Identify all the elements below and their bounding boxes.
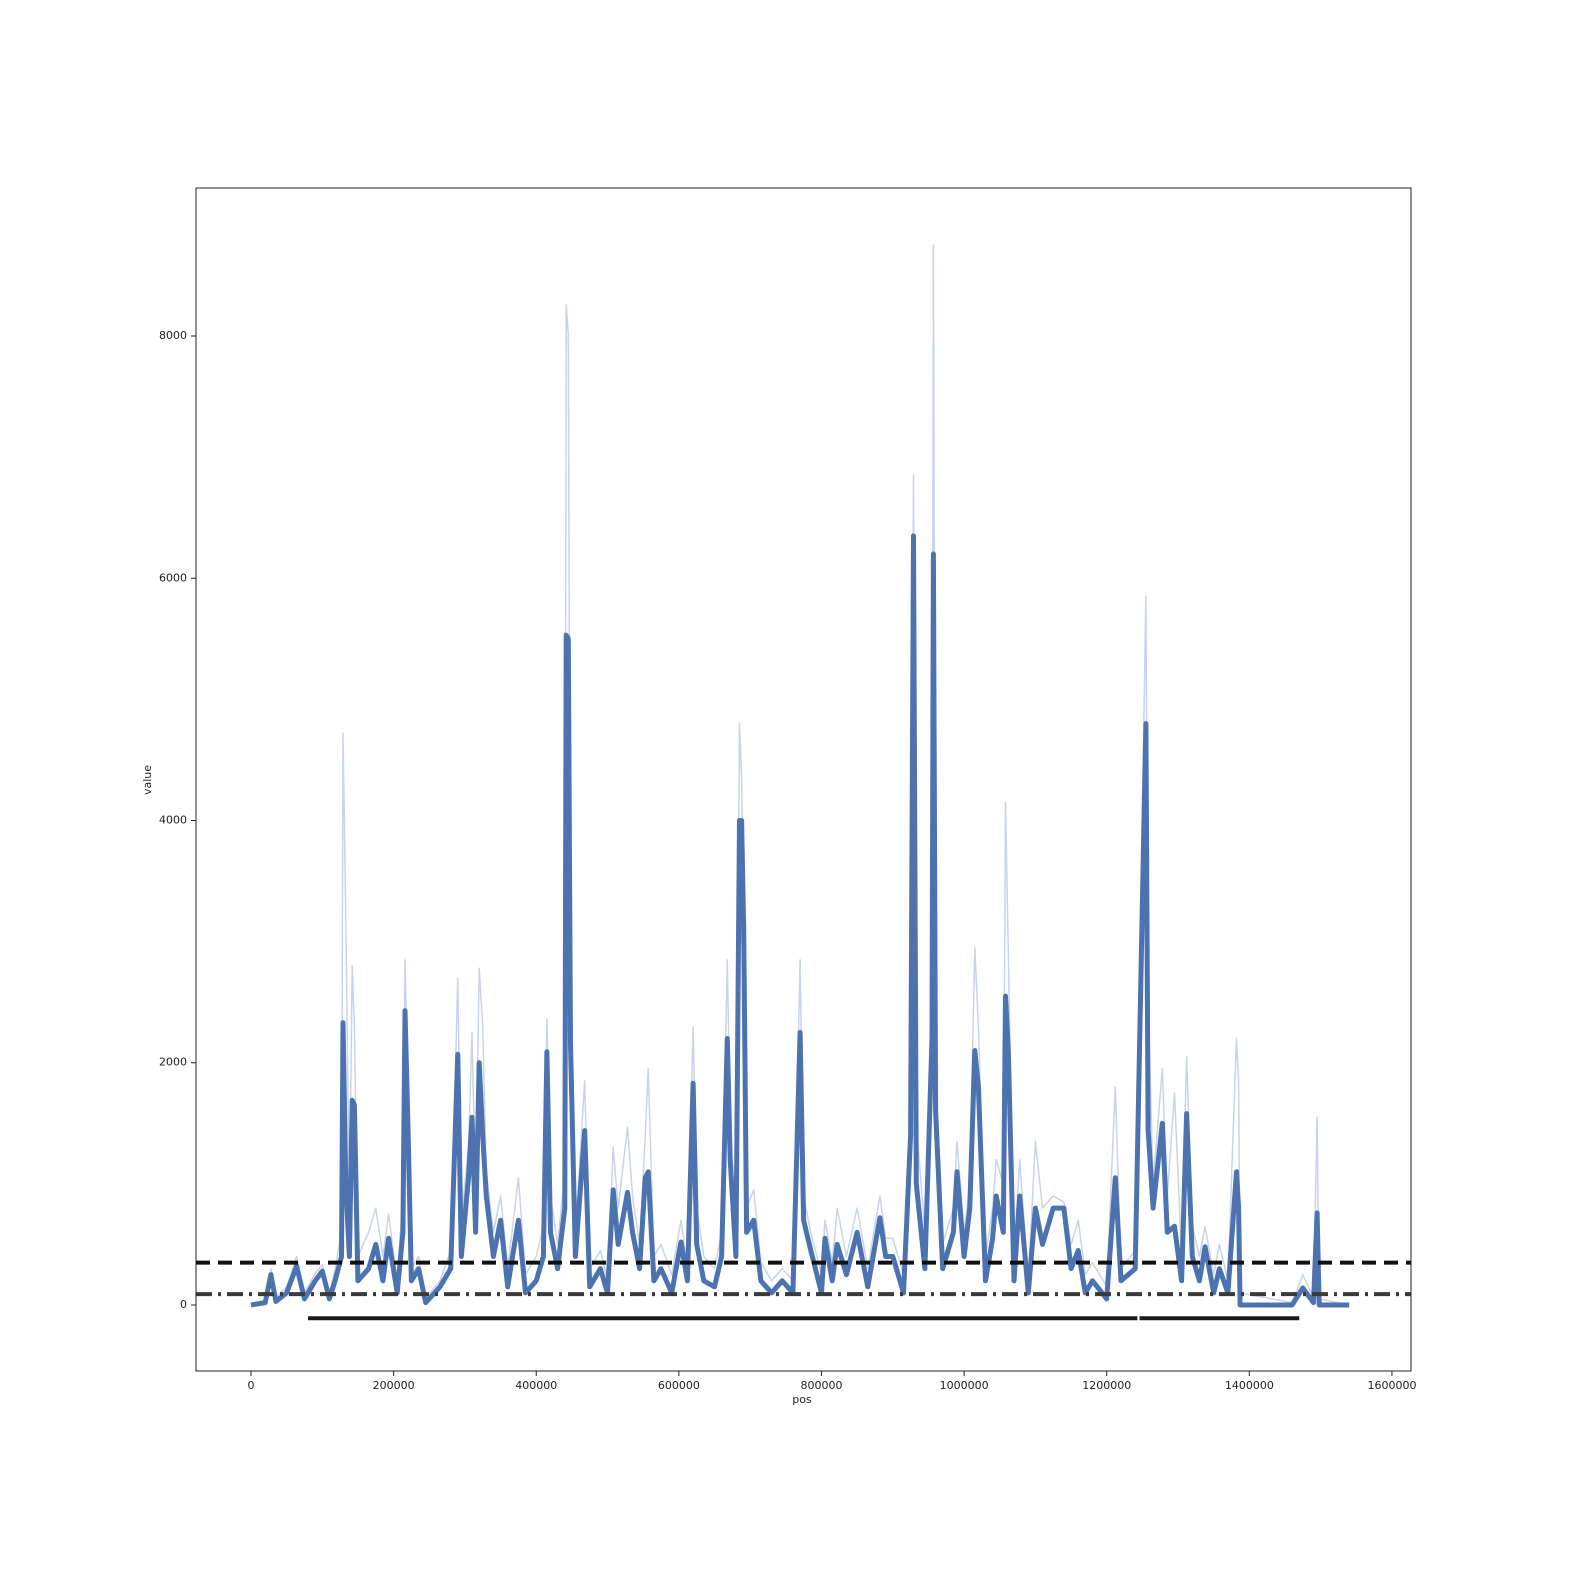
plot-frame (195, 187, 1412, 1372)
x-tick-label: 1200000 (1082, 1379, 1131, 1392)
x-tick-label: 600000 (658, 1379, 700, 1392)
y-axis-label: value (141, 765, 154, 795)
y-tick-label: 8000 (159, 329, 187, 342)
band-line (250, 244, 1350, 1306)
x-tick-label: 1400000 (1225, 1379, 1274, 1392)
x-tick-label: 0 (247, 1379, 254, 1392)
x-tick-label: 1000000 (940, 1379, 989, 1392)
x-tick-label: 1600000 (1367, 1379, 1416, 1392)
y-tick-label: 2000 (159, 1056, 187, 1069)
y-tick-label: 6000 (159, 571, 187, 584)
x-tick-label: 200000 (373, 1379, 415, 1392)
x-tick-label: 400000 (515, 1379, 557, 1392)
x-axis-label: pos (792, 1393, 812, 1406)
data-line (250, 533, 1350, 1308)
y-tick-label: 4000 (159, 813, 187, 826)
y-tick-label: 0 (180, 1298, 187, 1311)
x-tick-label: 800000 (800, 1379, 842, 1392)
